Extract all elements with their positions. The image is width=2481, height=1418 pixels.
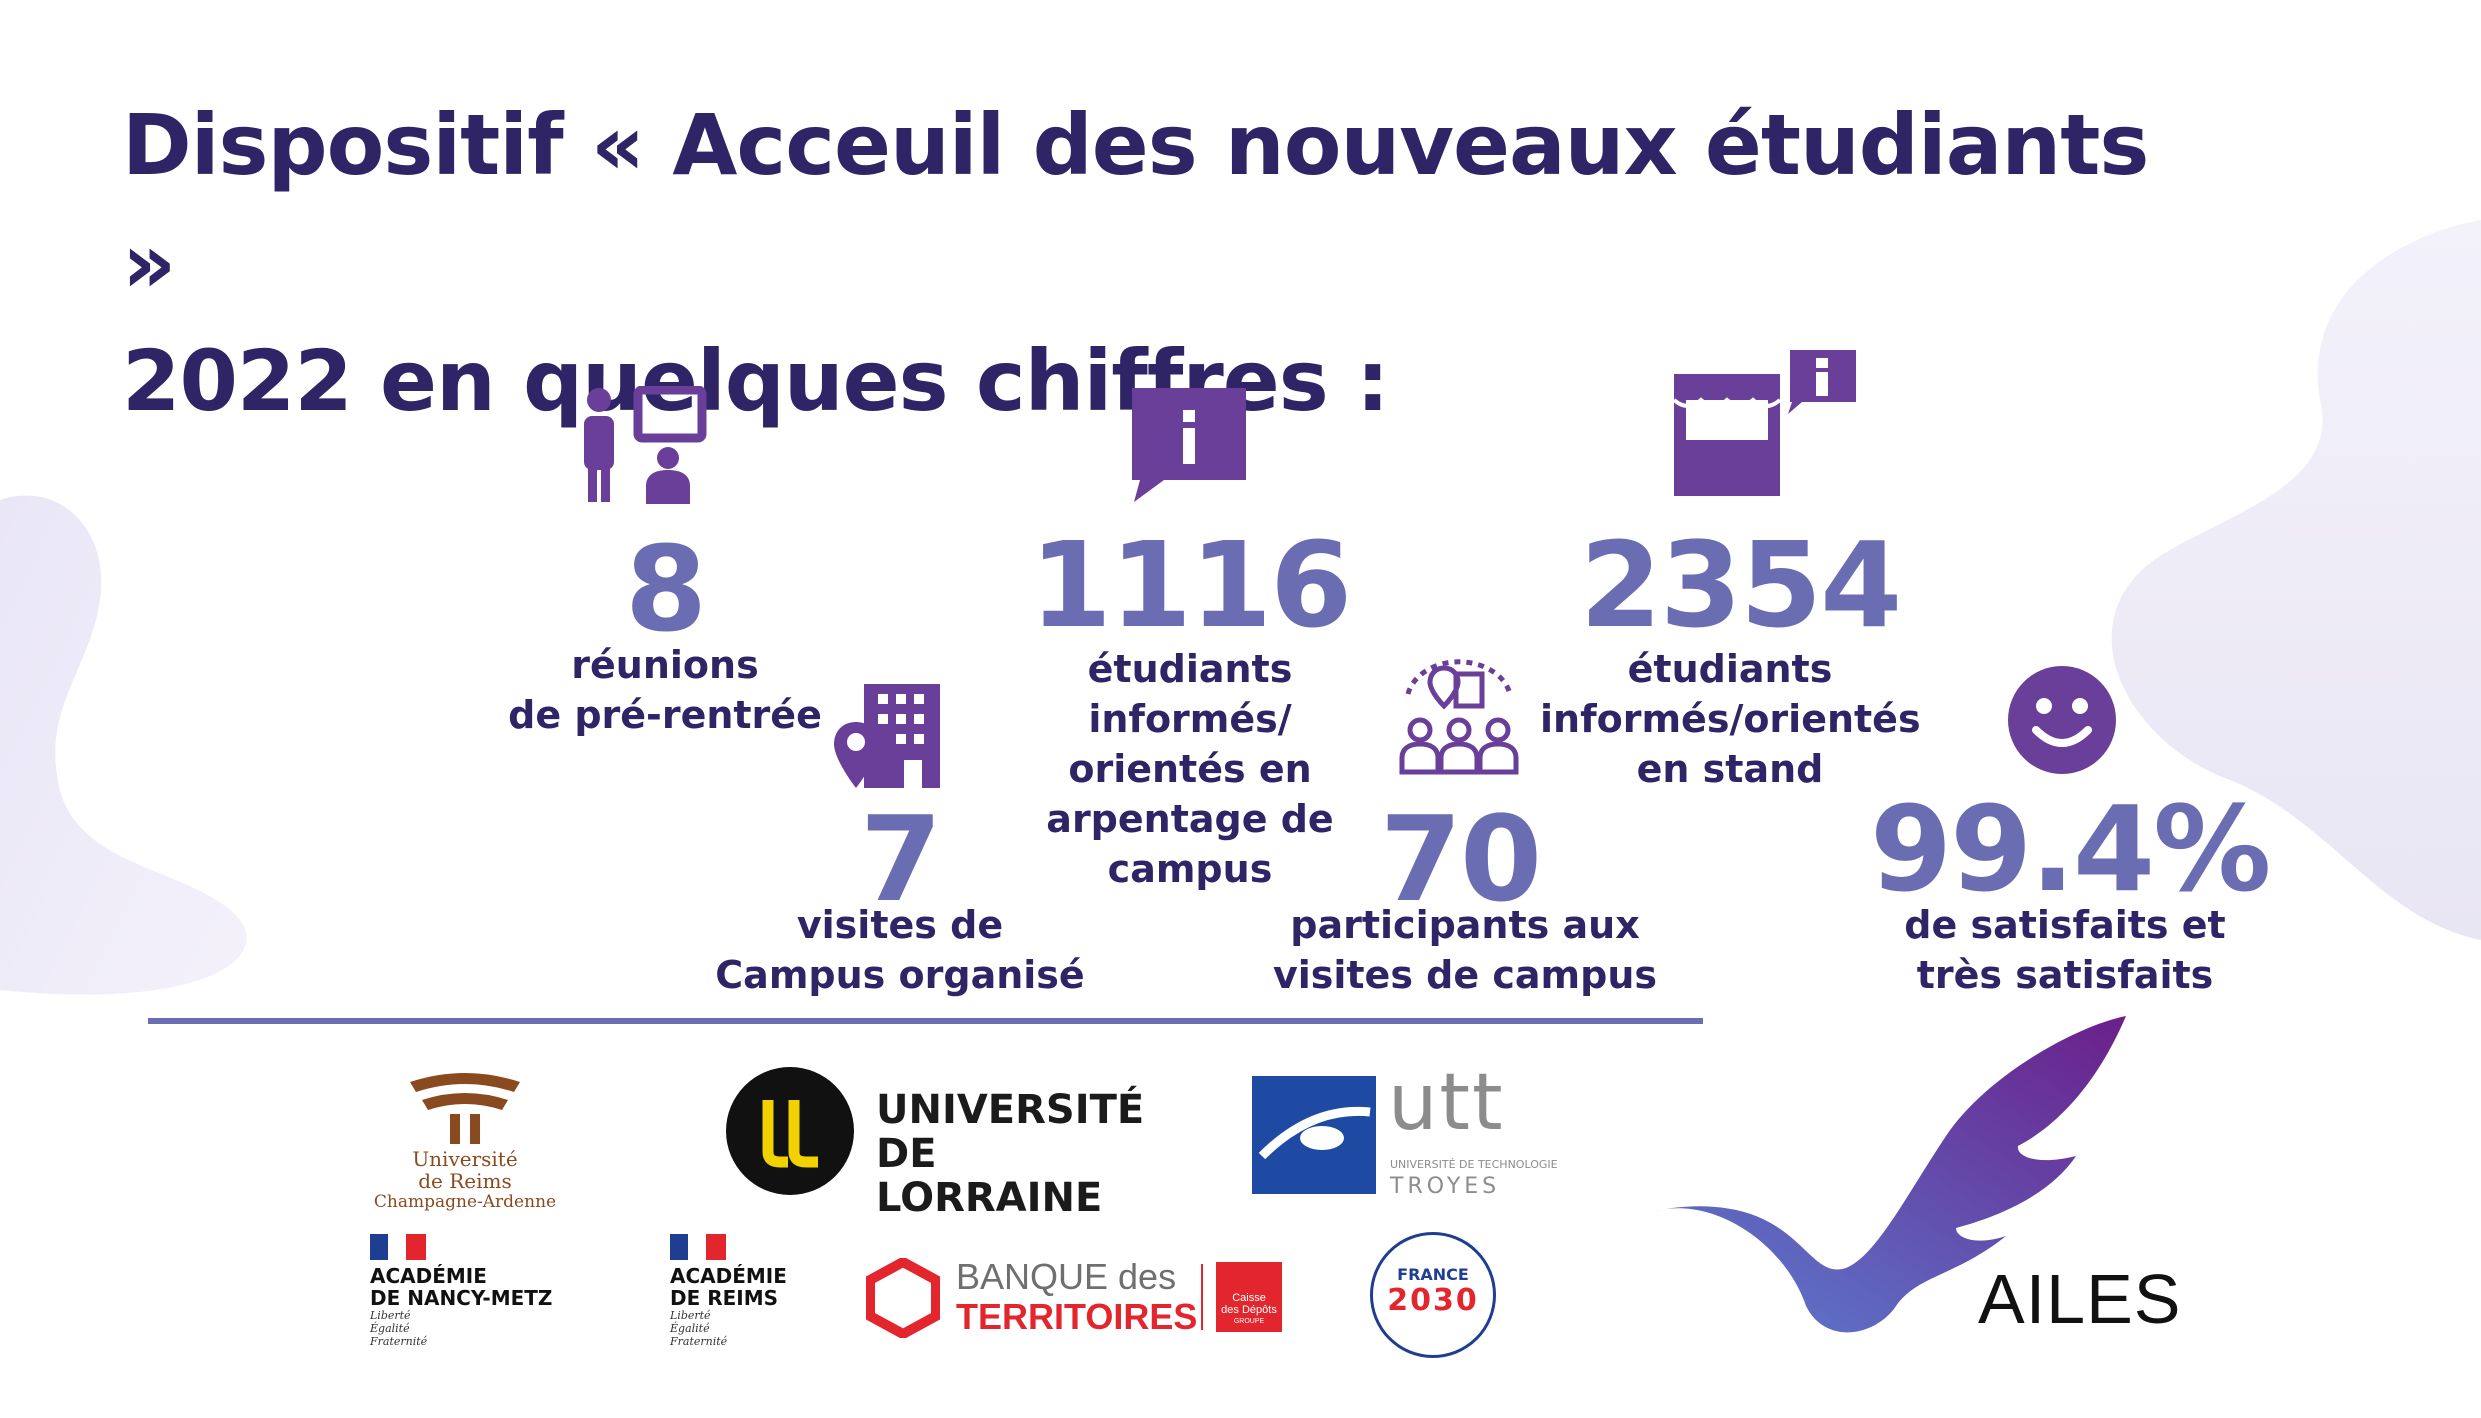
stat-satisfaction-label: de satisfaits et très satisfaits [1904,903,2226,997]
academie-nancy-motto-2: Égalité [370,1322,410,1335]
lorraine-emblem-icon [726,1067,854,1195]
stat-visites-value: 7 [859,790,942,928]
utt-line-1: UNIVERSITÉ DE TECHNOLOGIE [1390,1158,1558,1171]
logo-utt: utt UNIVERSITÉ DE TECHNOLOGIE TROYES [1252,1058,1602,1202]
stat-reunions-value: 8 [624,520,707,658]
cdc-line-2: des Dépôts [1221,1304,1277,1316]
marianne-flag-icon [370,1234,426,1260]
market-stand-icon [1672,350,1856,496]
stat-reunions-label: réunions de pré-rentrée [508,643,822,737]
stat-participants-value: 70 [1379,790,1542,928]
utt-name: utt [1388,1058,1505,1148]
info-bubble-icon [1130,386,1248,502]
cdc-line-3: GROUPE [1233,1318,1265,1325]
academie-reims-motto-3: Fraternité [670,1335,728,1348]
cdc-line-1: Caisse [1232,1292,1266,1304]
logo-france-2030: FRANCE 2030 [1370,1232,1496,1358]
ailes-wing-icon [1656,1016,2126,1333]
stat-satisfaction-value: 99.4% [1870,780,2271,918]
academie-nancy-motto-3: Fraternité [370,1335,428,1348]
utt-emblem-icon [1252,1076,1376,1194]
urca-line-2: de Reims [418,1169,512,1193]
france2030-line-2: 2030 [1387,1283,1479,1318]
stat-arpentage-value: 1116 [1029,516,1352,654]
hexagon-icon [866,1258,940,1338]
logo-academie-nancy-metz: ACADÉMIE DE NANCY-METZ Liberté Égalité F… [370,1234,590,1348]
logo-urca: Université de Reims Champagne-Ardenne [350,1070,580,1212]
building-location-icon [834,684,940,790]
divider [148,1018,1703,1024]
urca-line-3: Champagne-Ardenne [373,1192,557,1212]
smiley-icon [2006,664,2118,776]
background-blob-right [2111,220,2481,940]
stat-stand-label: étudiants informés/orientés en stand [1540,647,1921,791]
academie-reims-motto-1: Liberté [670,1309,711,1322]
stat-visites-label: visites de Campus organisé [715,903,1085,997]
banque-line-2: TERRITOIRES [956,1296,1198,1337]
marianne-flag-icon [670,1234,726,1260]
urca-line-1: Université [412,1147,518,1171]
stat-arpentage-label: étudiants informés/ orientés en arpentag… [1046,647,1334,891]
academie-reims-line-1: ACADÉMIE [670,1264,787,1288]
academie-nancy-line-2: DE NANCY-METZ [370,1286,553,1310]
logo-banque-des-territoires: BANQUE des TERRITOIRES Caisse des Dépôts… [866,1254,1286,1338]
caisse-des-depots-badge: Caisse des Dépôts GROUPE [1216,1262,1282,1332]
presenter-icon [578,386,708,504]
utt-line-2: TROYES [1390,1174,1501,1199]
banque-line-1: BANQUE des [956,1256,1177,1297]
urca-emblem-icon [410,1073,520,1144]
ailes-name: AILES [1978,1260,2182,1338]
banque-separator [1201,1264,1203,1330]
stat-stand-value: 2354 [1579,516,1902,654]
logo-academie-reims: ACADÉMIE DE REIMS Liberté Égalité Frater… [670,1234,820,1348]
title-line-1: Dispositif « Acceuil des nouveaux étudia… [122,96,2149,312]
lorraine-line-2: DE LORRAINE [876,1131,1103,1221]
academie-nancy-motto-1: Liberté [370,1309,411,1322]
academie-nancy-line-1: ACADÉMIE [370,1264,487,1288]
stat-participants-label: participants aux visites de campus [1272,903,1658,997]
group-location-icon [1394,654,1524,776]
logo-universite-lorraine: UNIVERSITÉ DE LORRAINE [724,1066,1144,1220]
france2030-line-1: FRANCE [1397,1265,1469,1284]
academie-reims-line-2: DE REIMS [670,1286,779,1310]
lorraine-line-1: UNIVERSITÉ [876,1087,1145,1133]
background-blob-left [0,495,247,995]
academie-reims-motto-2: Égalité [670,1322,710,1335]
